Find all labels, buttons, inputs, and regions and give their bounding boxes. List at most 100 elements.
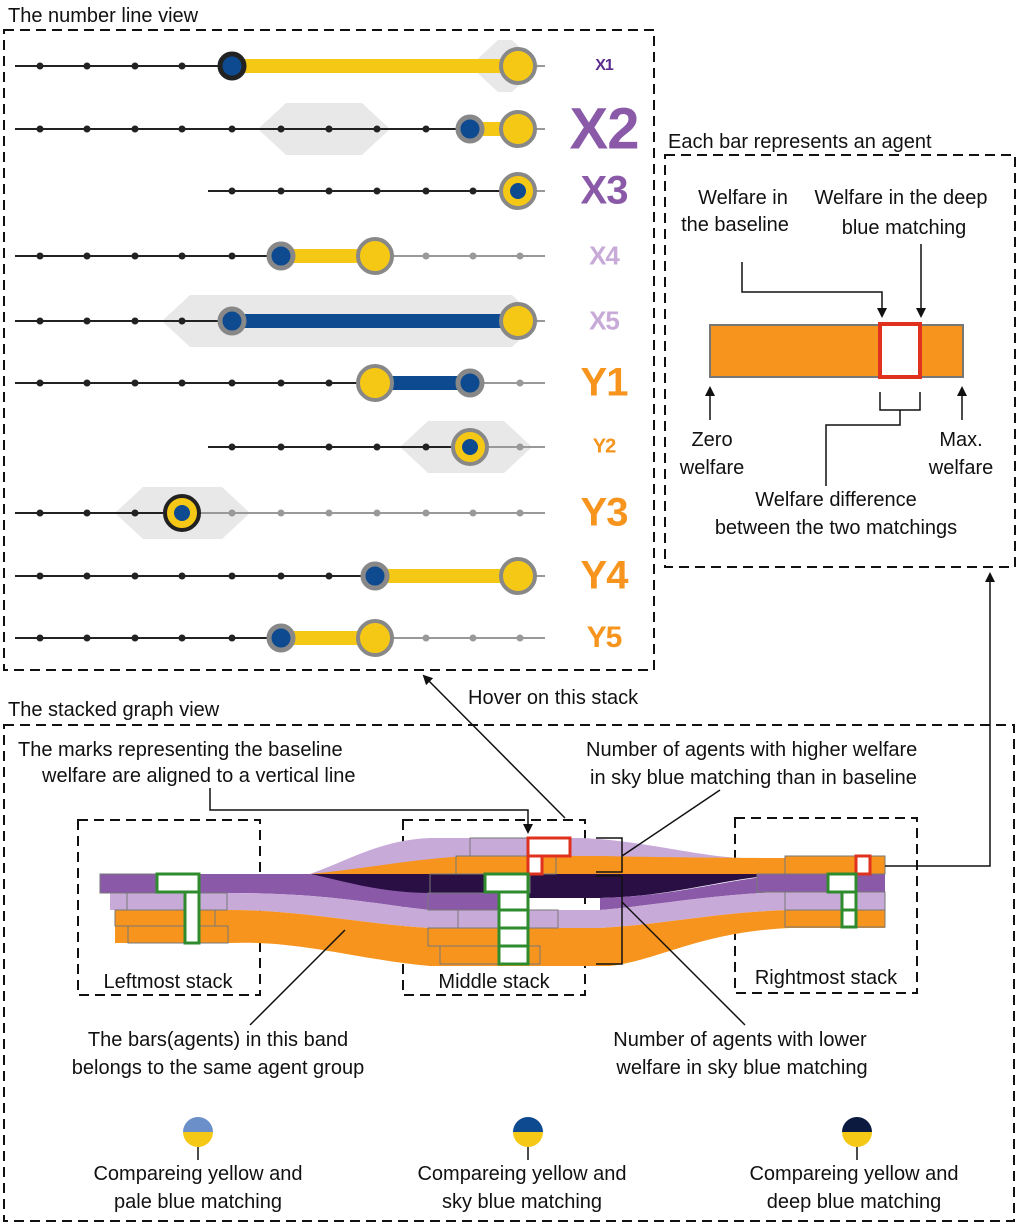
legend-pale-line2: pale blue matching	[114, 1191, 282, 1213]
agent-bar[interactable]	[784, 909, 886, 928]
number-line-tick	[422, 125, 430, 133]
number-line-tick	[277, 443, 285, 451]
difference-leader	[825, 410, 901, 486]
number-line-tick	[325, 443, 333, 451]
other-matching-dot	[455, 368, 485, 398]
number-line-tick	[373, 509, 381, 517]
number-line-tick	[516, 634, 524, 642]
number-line-tick	[131, 634, 139, 642]
other-matching-dot	[266, 623, 296, 653]
baseline-pointer-arrow	[741, 262, 887, 318]
number-line-tick	[178, 317, 186, 325]
number-line-tick	[36, 252, 44, 260]
number-line-tick	[131, 125, 139, 133]
number-line-tick	[131, 572, 139, 580]
number-line-tick	[277, 509, 285, 517]
legend-sky-line2: sky blue matching	[441, 1191, 603, 1213]
number-line-tick	[36, 317, 44, 325]
other-matching-dot	[217, 51, 247, 81]
number-line-tick	[178, 572, 186, 580]
stacked-graph-title: The stacked graph view	[8, 699, 220, 721]
welfare-baseline-line1: Welfare in	[698, 187, 788, 209]
agent-bar[interactable]	[784, 891, 886, 911]
number-line-tick	[83, 317, 91, 325]
difference-line2: between the two matchings	[714, 517, 958, 539]
agent-bar[interactable]	[127, 925, 229, 944]
number-line-tick	[83, 572, 91, 580]
number-line-tick	[83, 634, 91, 642]
welfare-deep-line1: Welfare in the deep	[814, 187, 988, 209]
lower-note-line2: welfare in sky blue matching	[616, 1057, 868, 1079]
number-line-tick	[516, 252, 524, 260]
aligned-note-arrow	[209, 788, 533, 834]
legend-circle-bottom	[513, 1132, 543, 1147]
bar-legend-drawing	[705, 244, 967, 486]
max-welfare-line2: welfare	[928, 457, 994, 479]
band-note-leader	[249, 929, 346, 1026]
welfare-diff-mark	[826, 872, 858, 894]
baseline-dot	[217, 306, 247, 336]
number-line-tick	[277, 187, 285, 195]
baseline-dot	[499, 557, 537, 595]
legend-circle-bottom	[183, 1132, 213, 1147]
number-line-tick	[373, 187, 381, 195]
zero-welfare-line2: welfare	[679, 457, 745, 479]
matching-legend-circles	[183, 1117, 872, 1160]
number-line-tick	[83, 62, 91, 70]
number-line-tick	[83, 379, 91, 387]
lower-note-line1: Number of agents with lower	[613, 1029, 867, 1051]
welfare-diff-mark	[183, 890, 201, 945]
zero-welfare-line1: Zero	[691, 429, 733, 451]
number-line-tick	[516, 443, 524, 451]
max-welfare-line1: Max.	[939, 429, 983, 451]
stacked-graph-panel	[3, 724, 1015, 1222]
other-matching-dot-core	[510, 313, 526, 329]
welfare-diff-mark-hover	[854, 854, 872, 876]
number-line-tick	[36, 379, 44, 387]
number-line-tick	[178, 252, 186, 260]
number-line-tick	[469, 509, 477, 517]
agent-label-y3: Y3	[580, 490, 629, 535]
middle-stack-label: Middle stack	[438, 971, 550, 993]
leftmost-stack-outline	[77, 819, 261, 996]
number-line-tick	[228, 634, 236, 642]
number-line-tick	[83, 509, 91, 517]
number-line-tick	[228, 125, 236, 133]
number-line-tick	[422, 634, 430, 642]
other-matching-dot	[174, 505, 190, 521]
agent-label-y2: Y2	[592, 435, 616, 458]
bar-legend-title: Each bar represents an agent	[668, 131, 932, 153]
number-line-tick	[178, 634, 186, 642]
number-line-rows	[15, 40, 545, 657]
other-matching-dot	[266, 241, 296, 271]
number-line-tick	[228, 509, 236, 517]
higher-note-leader	[621, 789, 721, 857]
number-line-tick	[325, 379, 333, 387]
welfare-diff-mark-hover	[526, 854, 544, 876]
other-matching-dot	[455, 114, 485, 144]
number-line-tick	[178, 62, 186, 70]
legend-circle-bottom	[842, 1132, 872, 1147]
number-line-tick	[83, 125, 91, 133]
welfare-baseline-line2: the baseline	[681, 214, 789, 236]
band-note-line2: belongs to the same agent group	[71, 1057, 365, 1079]
higher-note-line2: in sky blue matching than in baseline	[590, 767, 917, 789]
number-line-tick	[469, 187, 477, 195]
agent-bar[interactable]	[126, 892, 228, 911]
baseline-dot	[356, 619, 394, 657]
stacked-graph-drawing	[77, 572, 995, 1026]
baseline-dot	[356, 237, 394, 275]
lower-count-bracket	[596, 875, 623, 965]
number-line-tick	[422, 443, 430, 451]
agent-label-x4: X4	[589, 240, 620, 271]
agent-label-x3: X3	[580, 168, 629, 213]
lower-note-leader	[621, 901, 746, 1026]
number-line-tick	[228, 252, 236, 260]
hover-note: Hover on this stack	[468, 687, 639, 709]
other-matching-dot	[360, 561, 390, 591]
number-line-tick	[178, 379, 186, 387]
hover-arrow	[422, 674, 566, 819]
number-line-tick	[228, 379, 236, 387]
legend-sky-line1: Compareing yellow and	[417, 1163, 627, 1185]
